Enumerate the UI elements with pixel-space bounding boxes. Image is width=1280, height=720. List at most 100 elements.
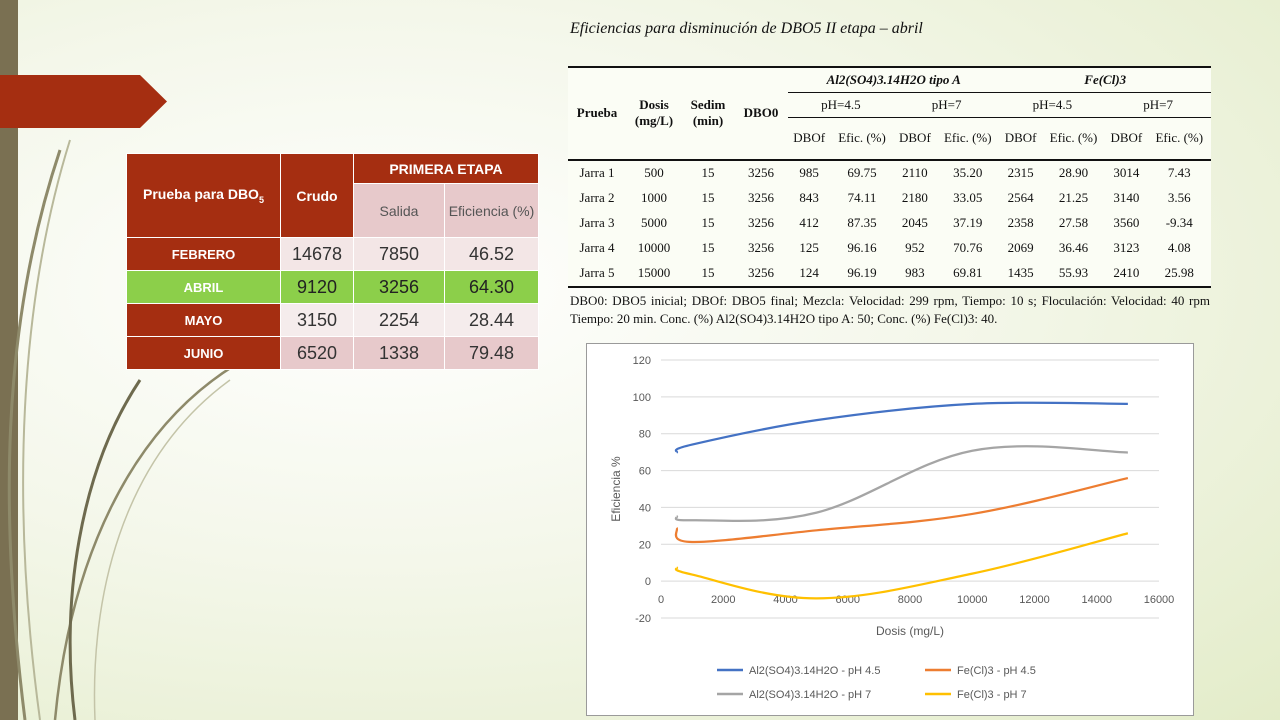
series-line-2: [674, 476, 1129, 544]
table-cell: 1435: [999, 260, 1042, 288]
table-cell: 125: [799, 240, 819, 255]
ph45-al: pH=4.5: [788, 92, 894, 118]
table-cell: 15: [701, 215, 715, 230]
cell-crudo: 14678: [280, 237, 354, 271]
table-row: Jarra 2 1000 15 3256 843 74.11 2180 33.05 2564 21…: [568, 186, 1211, 211]
y-axis-label: Eficiencia %: [609, 456, 623, 522]
table-cell: 3256: [748, 165, 774, 180]
col-prueba: Prueba: [568, 66, 626, 161]
y-tick-label: 100: [633, 392, 651, 404]
cell-salida: 7850: [353, 237, 445, 271]
table-cell: 15: [682, 260, 734, 288]
table-cell: 70.76: [953, 240, 983, 255]
table-cell: 21.25: [1058, 190, 1089, 205]
efficiency-table: Prueba Dosis (mg/L) Sedim (min) DBO0 Al2…: [568, 66, 1211, 288]
table-cell: 983: [893, 260, 937, 288]
series-line-4: [674, 532, 1129, 600]
table-cell: 15: [701, 240, 715, 255]
cell-salida: 3256: [353, 270, 445, 304]
group-fe: Fe(Cl)3: [999, 66, 1211, 93]
table-cell: 55.93: [1041, 260, 1106, 288]
table-cell: 3560: [1113, 215, 1140, 230]
table-cell: 3123: [1113, 240, 1140, 255]
table-cell: 124: [788, 260, 831, 288]
cell-eficiencia: 46.52: [444, 237, 539, 271]
col-dosis: Dosis (mg/L): [626, 66, 682, 161]
cell-salida: 1338: [353, 336, 445, 370]
table-cell: 500: [644, 165, 664, 180]
table-cell: 2110: [902, 165, 928, 180]
table-cell: 843: [799, 190, 819, 205]
table-cell: 412: [799, 215, 819, 230]
col-dbo0: DBO0: [734, 66, 788, 161]
efficiency-table-body: Jarra 1 500 15 3256 985 69.75 2110 35.20 2315 28.…: [568, 160, 1211, 288]
table-cell: 87.35: [847, 215, 877, 230]
table-row: MAYO 3150 2254 28.44: [126, 303, 539, 337]
cell-crudo: 6520: [280, 336, 354, 370]
col-sedim: Sedim (min): [682, 66, 734, 161]
table-cell: 37.19: [953, 215, 983, 230]
table-cell: -9.34: [1165, 215, 1193, 230]
group-al: Al2(SO4)3.14H2O tipo A: [788, 66, 1000, 93]
cell-crudo: 3150: [280, 303, 354, 337]
table-cell: 25.98: [1147, 260, 1211, 288]
table-cell: 2564: [1007, 190, 1034, 205]
cell-eficiencia: 79.48: [444, 336, 539, 370]
row-label: FEBRERO: [126, 237, 281, 271]
header-primera-etapa: PRIMERA ETAPA: [353, 153, 539, 184]
x-tick-label: 0: [658, 594, 664, 606]
table-cell: 27.58: [1058, 215, 1089, 230]
y-tick-label: 20: [639, 539, 651, 551]
table-cell: 1000: [641, 190, 667, 205]
left-accent-bar: [0, 0, 18, 720]
table-cell: Jarra 5: [568, 260, 626, 288]
row-label: JUNIO: [126, 336, 281, 370]
table-cell: 69.81: [936, 260, 1000, 288]
table-cell: 3140: [1113, 190, 1140, 205]
table-row: Jarra 5 15000 15 3256 124 96.19 983 69.81 1435 55…: [568, 260, 1211, 288]
row-label: MAYO: [126, 303, 281, 337]
table-row: FEBRERO 14678 7850 46.52: [126, 237, 539, 271]
table-row: ABRIL 9120 3256 64.30: [126, 270, 539, 304]
table-cell: Jarra 3: [579, 215, 615, 230]
legend-entry: Al2(SO4)3.14H2O - pH 7: [749, 689, 871, 701]
table-cell: 3014: [1113, 165, 1140, 180]
table-row: Jarra 3 5000 15 3256 412 87.35 2045 37.19 2358 27…: [568, 211, 1211, 236]
table-cell: 35.20: [953, 165, 983, 180]
sub-dbof: DBOf: [999, 117, 1042, 161]
y-tick-label: 0: [645, 576, 651, 588]
table-cell: 15000: [626, 260, 682, 288]
table-row: JUNIO 6520 1338 79.48: [126, 336, 539, 370]
x-tick-label: 2000: [711, 594, 735, 606]
table-cell: 96.19: [830, 260, 894, 288]
row-label: ABRIL: [126, 270, 281, 304]
table-cell: Jarra 1: [579, 165, 615, 180]
efficiency-table-title: Eficiencias para disminución de DBO5 II …: [570, 20, 923, 37]
legend-entry: Fe(Cl)3 - pH 4.5: [957, 665, 1036, 677]
table-cell: 74.11: [847, 190, 877, 205]
table-cell: 952: [905, 240, 925, 255]
series-line-1: [674, 401, 1128, 454]
y-tick-label: 80: [639, 429, 651, 441]
sub-efic: Efic. (%): [1041, 117, 1106, 161]
x-tick-label: 10000: [957, 594, 988, 606]
header-salida: Salida: [353, 183, 445, 238]
table-cell: 3256: [748, 190, 774, 205]
table-cell: Jarra 2: [579, 190, 615, 205]
header-crudo: Crudo: [280, 153, 354, 238]
cell-eficiencia: 64.30: [444, 270, 539, 304]
table-cell: 2045: [901, 215, 928, 230]
sub-dbof: DBOf: [1105, 117, 1148, 161]
decorative-curves: [7, 139, 236, 720]
table-cell: 15: [701, 165, 715, 180]
title-arrow-tab: [0, 75, 167, 128]
sub-efic: Efic. (%): [936, 117, 1000, 161]
header-eficiencia: Eficiencia (%): [444, 183, 539, 238]
legend-entry: Al2(SO4)3.14H2O - pH 4.5: [749, 665, 880, 677]
legend-entry: Fe(Cl)3 - pH 7: [957, 689, 1027, 701]
x-axis-label: Dosis (mg/L): [876, 624, 944, 638]
y-tick-label: 60: [639, 466, 651, 478]
table-cell: 28.90: [1058, 165, 1089, 180]
table-cell: 3.56: [1167, 190, 1191, 205]
